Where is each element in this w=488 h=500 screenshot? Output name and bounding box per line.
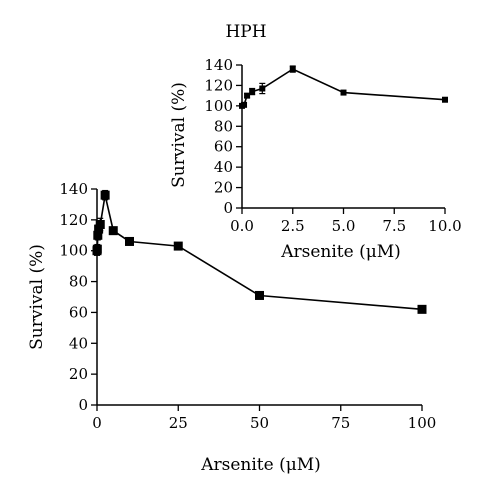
main-y-tick-label: 60 [69,303,88,321]
main-data-point [100,190,110,200]
main-y-tick-label: 140 [59,180,88,198]
main-y-tick-label: 40 [69,334,88,352]
main-data-point [255,290,264,300]
main-data-point [108,226,118,236]
main-y-axis-label: Survival (%) [27,244,47,350]
main-y-tick-label: 80 [69,273,88,291]
inset-y-tick-label: 40 [214,158,233,176]
main-y-tick-label: 100 [59,242,88,260]
inset-x-axis-label: Arsenite (μM) [280,242,401,262]
inset-data-point [442,96,448,103]
inset-data-point [259,85,266,92]
inset-x-tick-label: 7.5 [382,217,406,235]
main-chart: 0 20 40 60 80 100 120 140 0 25 50 75 100 Arsenite (μ… [27,180,436,475]
inset-y-tick-label: 120 [204,76,233,94]
inset-data-point [340,89,347,96]
inset-y-tick-label: 80 [214,117,233,135]
inset-y-tick-label: 0 [223,199,233,217]
inset-data-point [241,101,248,108]
inset-y-tick-label: 100 [204,97,233,115]
main-plot-layer: 0 20 40 60 80 100 120 140 0 25 50 75 100 [59,180,436,432]
main-data-point [92,244,102,254]
inset-y-tick-label: 20 [214,179,233,197]
main-data-point [417,304,427,314]
main-data-point [173,241,183,251]
main-data-point [125,236,134,246]
main-x-axis-label: Arsenite (μM) [200,455,321,475]
main-data-point [93,230,103,240]
inset-x-tick-label: 2.5 [281,217,305,235]
inset-data-point [289,66,296,73]
inset-chart: HPH 0 20 40 60 80 100 120 140 0.0 2.5 5.0 7.5 10.0 A… [169,22,462,262]
main-data-point [94,224,104,234]
inset-x-tick-label: 10.0 [428,217,461,235]
main-y-tick-label: 120 [59,211,88,229]
main-x-tick-label: 25 [169,414,188,432]
inset-x-tick-label: 5.0 [332,217,356,235]
inset-data-point [244,92,251,99]
main-y-tick-label: 20 [69,365,88,383]
main-x-tick-label: 75 [331,414,350,432]
main-x-tick-label: 0 [92,414,102,432]
inset-data-point [249,88,256,95]
inset-y-tick-label: 60 [214,138,233,156]
inset-x-tick-label: 0.0 [230,217,254,235]
inset-title: HPH [225,22,266,42]
inset-plot-layer: 0 20 40 60 80 100 120 140 0.0 2.5 5.0 7.5 10.0 [204,56,461,235]
main-x-tick-label: 50 [250,414,269,432]
main-x-tick-label: 100 [408,414,437,432]
main-y-tick-label: 0 [78,396,88,414]
inset-y-axis-label: Survival (%) [169,82,189,188]
inset-y-tick-label: 140 [204,56,233,74]
main-data-point [95,219,105,229]
inset-series-line [241,68,446,107]
